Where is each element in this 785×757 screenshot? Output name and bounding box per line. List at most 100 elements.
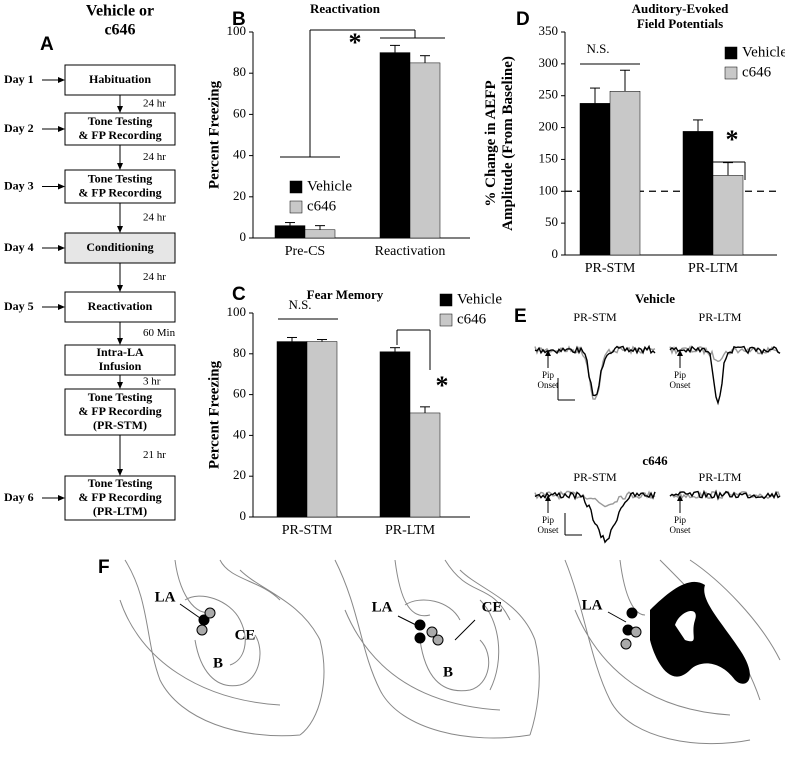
region-label: LA [582, 597, 603, 613]
legend-swatch [289, 200, 303, 214]
bar [379, 351, 411, 518]
region-label: LA [155, 589, 176, 605]
x-tick-label: PR-STM [585, 261, 636, 276]
flow-box [64, 388, 176, 436]
trace [669, 489, 781, 501]
y-tick-label: 20 [233, 188, 246, 203]
interval: 24 hr [143, 271, 166, 283]
y-tick-label: 60 [233, 105, 246, 120]
day-label: Day 4 [4, 240, 34, 254]
interval: 60 Min [143, 327, 176, 339]
bar [409, 412, 441, 518]
trace-session: PR-LTM [699, 470, 742, 484]
arrowhead [117, 338, 123, 345]
panel-letter: E [514, 306, 527, 327]
legend-label: c646 [307, 198, 337, 214]
bar [712, 175, 744, 256]
annotation: * [349, 28, 362, 57]
flow-step: & FP Recording [78, 185, 161, 199]
arrowhead [545, 495, 551, 501]
region-label: CE [482, 599, 503, 615]
legend-label: c646 [457, 311, 487, 327]
y-tick-label: 50 [545, 214, 558, 229]
trace-session: PR-STM [573, 470, 617, 484]
y-tick-label: 100 [227, 304, 247, 319]
x-tick-label: PR-LTM [688, 261, 739, 276]
onset-label: Pip [674, 370, 687, 380]
y-axis-label: Percent Freezing [206, 360, 222, 469]
arrowhead [117, 163, 123, 170]
trace-group: Vehicle [635, 291, 675, 306]
flow-step: & FP Recording [78, 404, 161, 418]
panel-letter: F [98, 557, 110, 578]
day-label: Day 5 [4, 299, 34, 313]
y-tick-label: 200 [539, 119, 559, 134]
arrowhead [58, 495, 65, 501]
bar [306, 341, 338, 518]
y-tick-label: 40 [233, 147, 246, 162]
bar [409, 62, 441, 239]
day-label: Day 6 [4, 490, 34, 504]
trace [534, 344, 656, 397]
y-tick-label: 0 [240, 508, 247, 523]
flow-step: & FP Recording [78, 128, 161, 142]
arrowhead [117, 285, 123, 292]
bar [276, 341, 308, 518]
arrowhead [58, 77, 65, 83]
interval: 3 hr [143, 376, 161, 388]
panel-letter: B [232, 9, 246, 30]
legend-label: c646 [742, 64, 772, 80]
flow-box [64, 112, 176, 146]
legend-swatch [724, 66, 738, 80]
panel-letter: D [516, 9, 530, 30]
legend-label: Vehicle [457, 291, 502, 307]
bar [682, 131, 714, 256]
day-label: Day 1 [4, 72, 34, 86]
onset-label: Onset [538, 380, 559, 390]
onset-label: Pip [542, 515, 555, 525]
onset-label: Onset [538, 525, 559, 535]
y-tick-label: 60 [233, 386, 246, 401]
x-tick-label: Pre-CS [285, 244, 325, 259]
interval: 21 hr [143, 449, 166, 461]
legend-label: Vehicle [742, 44, 785, 60]
flow-step: Conditioning [86, 240, 153, 254]
flow-step: Habituation [89, 72, 151, 86]
annotation: * [436, 371, 449, 400]
onset-label: Onset [670, 525, 691, 535]
brain-outlines [119, 559, 781, 745]
bar [579, 103, 611, 256]
y-axis-label: % Change in AEFP [483, 80, 499, 206]
annotation: N.S. [288, 297, 311, 312]
flow-step: Intra-LA [96, 345, 144, 359]
arrowhead [117, 226, 123, 233]
y-tick-label: 350 [539, 23, 559, 38]
y-tick-label: 80 [233, 345, 246, 360]
y-tick-label: 150 [539, 150, 559, 165]
flow-step: Tone Testing [88, 114, 153, 128]
y-tick-label: 300 [539, 55, 559, 70]
arrowhead [677, 350, 683, 356]
y-tick-label: 80 [233, 64, 246, 79]
region-label: LA [372, 599, 393, 615]
chart-title: Field Potentials [637, 16, 723, 31]
flow-title: c646 [104, 22, 135, 39]
panel-letter: A [40, 34, 54, 55]
chart-title: Auditory-Evoked [632, 1, 730, 16]
region-label: CE [235, 627, 256, 643]
flow-step: Infusion [99, 359, 142, 373]
trace-session: PR-STM [573, 310, 617, 324]
y-axis-label: Percent Freezing [206, 80, 222, 189]
x-tick-label: Reactivation [375, 244, 446, 259]
trace-group: c646 [642, 453, 668, 468]
flow-step: Tone Testing [88, 476, 153, 490]
trace [534, 491, 656, 544]
flow-box [64, 475, 176, 521]
bar [304, 229, 336, 239]
bar [609, 91, 641, 256]
onset-label: Onset [670, 380, 691, 390]
y-tick-label: 0 [552, 246, 559, 261]
arrowhead [117, 106, 123, 113]
panel-letter: C [232, 284, 246, 305]
